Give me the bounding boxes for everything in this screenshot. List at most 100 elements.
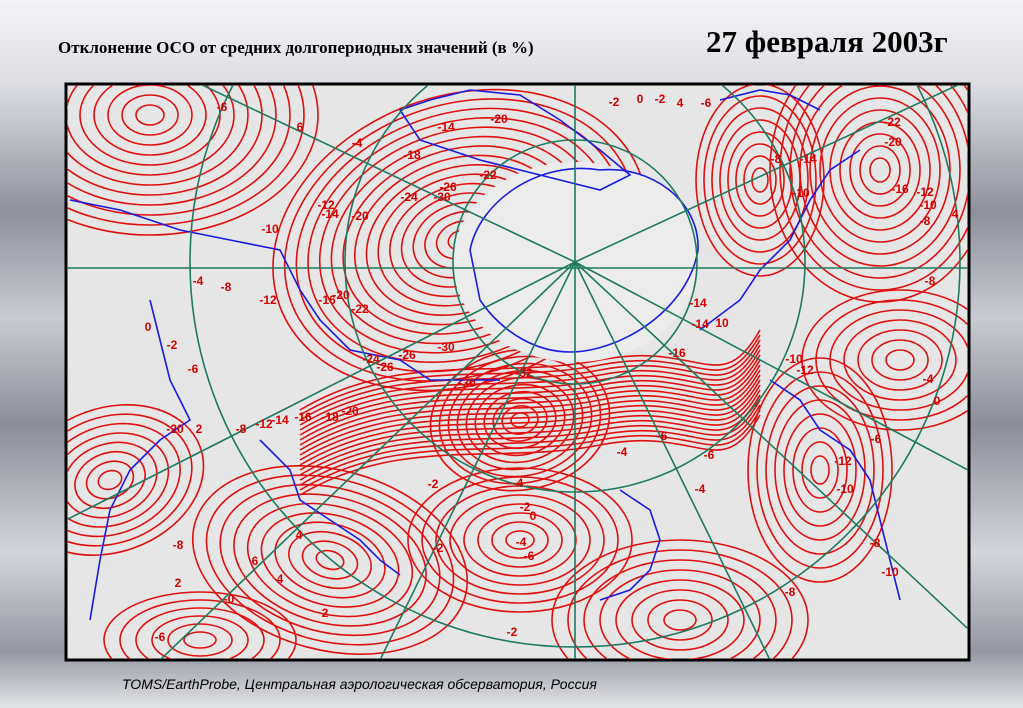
contour-label: -2 [428, 477, 439, 491]
contour-line [801, 289, 968, 431]
contour-line [859, 145, 901, 195]
contour-label: -26 [376, 360, 394, 374]
contour-line [67, 413, 193, 547]
contour-line [299, 344, 761, 426]
contour-label: -10 [792, 186, 810, 200]
contour-label: 4 [677, 96, 684, 110]
contour-line [583, 559, 777, 659]
contour-line [301, 540, 359, 580]
contour-labels: -6 -2 0 -2 4 -6-22-14-206-4-18-22-26-20-8 -14-… [145, 92, 959, 644]
contour-line [567, 549, 793, 659]
contour-line [801, 441, 839, 499]
contour-label: -10 [785, 352, 803, 366]
contour-label: 0 [145, 320, 152, 334]
contour-label: -20 [341, 404, 359, 418]
contour-label: 0 [530, 509, 537, 523]
contour-label: -2 [433, 541, 444, 555]
contour-line [843, 319, 957, 401]
contour-label: -16 [668, 346, 686, 360]
contour-label: -26 [398, 348, 416, 362]
contour-label: -10 [919, 198, 937, 212]
contour-line [299, 394, 761, 476]
contour-line [315, 549, 345, 571]
contour-label: -20 [332, 288, 350, 302]
contour-line [711, 107, 809, 253]
contour-line [819, 97, 941, 243]
contour-label: -10 [836, 482, 854, 496]
contour-label: -8 [920, 214, 931, 228]
contour-label: -6 [524, 549, 535, 563]
contour-line [299, 329, 761, 411]
contour-line [97, 469, 123, 491]
contour-label: -20 [490, 112, 508, 126]
contour-label: -4 [516, 535, 527, 549]
contour-line [747, 357, 893, 583]
contour-line [299, 354, 761, 436]
contour-line [857, 329, 943, 391]
contour-line [299, 339, 761, 421]
contour-line [67, 85, 277, 206]
contour-line [647, 599, 713, 641]
contour-label: -26 [439, 180, 457, 194]
contour-label: -2 [655, 92, 666, 106]
contour-label: -4 [617, 445, 628, 459]
contour-label: 2 [196, 422, 203, 436]
contour-line [299, 369, 761, 451]
contour-label: -8 [925, 274, 936, 288]
contour-line [151, 615, 249, 659]
contour-label: -12 [259, 293, 277, 307]
contour-label: 0 [637, 92, 644, 106]
contour-label: -18 [403, 148, 421, 162]
contour-line [727, 131, 793, 229]
contour-line [135, 104, 165, 126]
contour-line [299, 404, 761, 486]
contour-line [299, 374, 761, 456]
contour-label: -10 [881, 565, 899, 579]
contour-line [505, 530, 535, 550]
contour-label: 10 [715, 316, 729, 330]
contour-label: -4 [923, 372, 934, 386]
contour-line [756, 371, 884, 569]
contour-line [765, 385, 875, 555]
contour-label: -2 [520, 500, 531, 514]
contour-line [743, 155, 777, 205]
contour-line [492, 397, 548, 443]
contour-line [779, 85, 968, 291]
contour-label: -16 [891, 182, 909, 196]
contour-label: -30 [458, 376, 476, 390]
contour-label: -14 [691, 317, 709, 331]
contour-line [299, 384, 761, 466]
contour-line [799, 85, 961, 267]
contour-label: -6 [871, 432, 882, 446]
contour-line [849, 133, 911, 207]
contour-line [615, 579, 745, 659]
contour-label: -2 [167, 338, 178, 352]
contour-line [463, 503, 577, 577]
contour-line [74, 450, 146, 510]
contour-label: 4 [277, 572, 284, 586]
contour-label: -22 [883, 115, 901, 129]
contour-label: -12 [916, 185, 934, 199]
contour-line [167, 623, 233, 657]
contour-label: -6 [657, 429, 668, 443]
contour-label: -8 [221, 280, 232, 294]
map-layers: -6 -2 0 -2 4 -6-22-14-206-4-18-22-26-20-8 -14-… [67, 85, 968, 659]
contour-line [119, 599, 281, 659]
contour-line [438, 355, 602, 485]
contour-line [663, 609, 697, 631]
contour-label: 4 [296, 528, 303, 542]
contour-label: -8 [173, 538, 184, 552]
contour-line [299, 409, 761, 491]
contour-line [93, 85, 207, 156]
contour-label: -20 [166, 422, 184, 436]
contour-line [810, 455, 830, 485]
contour-label: -20 [351, 209, 369, 223]
contour-label: -8 [771, 152, 782, 166]
contour-label: -22 [351, 302, 369, 316]
contour-label: -12 [834, 454, 852, 468]
contour-label: -22 [479, 168, 497, 182]
contour-line [789, 85, 968, 279]
contour-label: -4 [193, 274, 204, 288]
